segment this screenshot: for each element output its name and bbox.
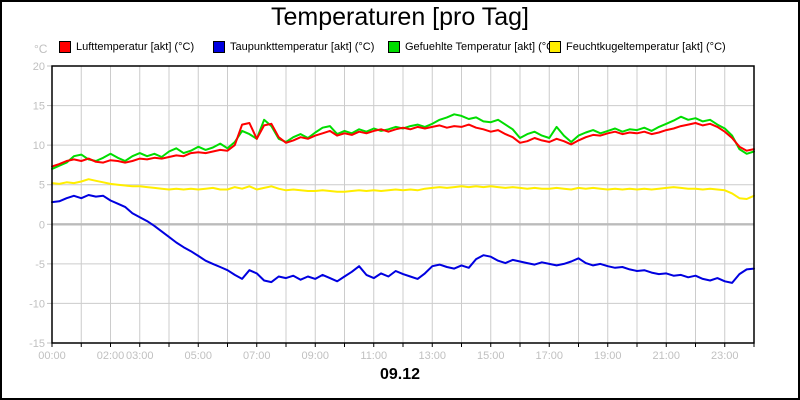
chart-title: Temperaturen [pro Tag] [270, 3, 530, 31]
legend-item-taupunkttemperatur: Taupunkttemperatur [akt] (°C) [213, 40, 374, 53]
legend-swatch-green [388, 40, 400, 53]
series-line-0 [51, 122, 755, 168]
y-tick-label: 10 [33, 140, 45, 152]
legend-swatch-red [59, 40, 71, 53]
x-tick-label: 07:00 [243, 350, 271, 362]
x-tick-label: 17:00 [535, 350, 563, 362]
x-tick-label: 09:00 [301, 350, 329, 362]
series-line-3 [51, 178, 755, 200]
legend-item-gefuehlte-temperatur: Gefuehlte Temperatur [akt] (°C) [388, 40, 558, 53]
plot-border [51, 65, 755, 344]
x-tick-label: 23:00 [711, 350, 739, 362]
x-tick-label: 00:00 [38, 350, 66, 362]
x-tick-label: 11:00 [360, 350, 387, 362]
x-tick-label: 19:00 [594, 350, 622, 362]
legend-swatch-blue [213, 40, 225, 53]
y-tick-label: 5 [39, 180, 45, 192]
x-axis-date-label: 09.12 [379, 366, 421, 383]
x-tick-label: 15:00 [477, 350, 505, 362]
y-tick-label: 20 [33, 61, 45, 73]
x-tick-label: 05:00 [184, 350, 212, 362]
legend-label: Lufttemperatur [akt] (°C) [76, 40, 195, 53]
y-tick-label: 0 [39, 219, 45, 231]
legend-item-lufttemperatur: Lufttemperatur [akt] (°C) [59, 40, 194, 53]
x-tick-label: 21:00 [652, 350, 680, 362]
y-tick-label: -5 [35, 259, 45, 271]
legend-swatch-yellow [549, 40, 561, 53]
x-tick-label: 02:00 [97, 350, 125, 362]
series-line-1 [51, 194, 755, 284]
legend-item-feuchtkugeltemperatur: Feuchtkugeltemperatur [akt] (°C) [549, 40, 726, 53]
legend-label: Taupunkttemperatur [akt] (°C) [230, 40, 375, 53]
x-tick-label: 03:00 [126, 350, 154, 362]
legend-label: Feuchtkugeltemperatur [akt] (°C) [566, 40, 726, 53]
x-tick-label: 13:00 [418, 350, 446, 362]
y-tick-label: -10 [29, 298, 45, 310]
legend-label: Gefuehlte Temperatur [akt] (°C) [405, 40, 558, 53]
y-tick-label: 15 [33, 101, 45, 113]
y-axis-unit-label: °C [34, 42, 48, 56]
y-tick-label: -15 [29, 338, 45, 350]
